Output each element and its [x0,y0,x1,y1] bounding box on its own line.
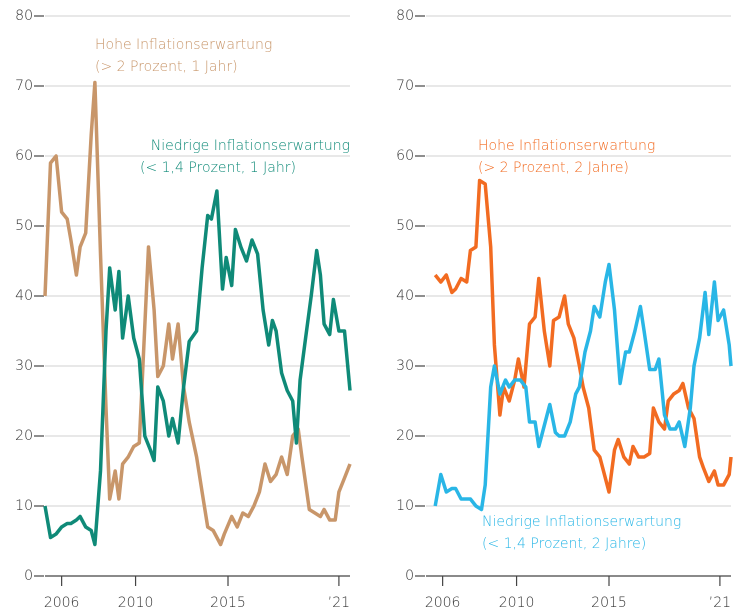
annotation: (< 1,4 Prozent, 2 Jahre) [482,536,646,552]
y-tick-label: 80 [15,8,33,24]
series-line [433,178,733,494]
y-tick-label: 20 [396,428,414,444]
y-tick-label: 80 [396,8,414,24]
y-tick-label: 60 [15,148,33,164]
y-tick-label: 0 [405,568,414,584]
x-tick-label: ’21 [709,595,731,611]
x-tick-label: 2015 [210,595,246,611]
y-tick-label: 50 [15,218,33,234]
y-tick-label: 40 [15,288,33,304]
y-tick-label: 10 [15,498,33,514]
y-tick-label: 20 [15,428,33,444]
y-tick-label: 30 [15,358,33,374]
x-tick-label: 2010 [118,595,154,611]
annotation: (> 2 Prozent, 1 Jahr) [95,59,238,75]
y-tick-label: 30 [396,358,414,374]
x-tick-label: 2010 [499,595,535,611]
x-tick-label: 2006 [425,595,461,611]
annotation: Hohe Inflationserwartung [478,138,655,154]
series-line [43,189,352,547]
x-tick-label: 2006 [44,595,80,611]
y-tick-label: 10 [396,498,414,514]
y-tick-label: 50 [396,218,414,234]
y-tick-label: 60 [396,148,414,164]
annotation: Niedrige Inflationserwartung [151,138,350,154]
annotation: (< 1,4 Prozent, 1 Jahr) [140,160,296,176]
annotation: Hohe Inflationserwartung [95,37,272,53]
annotation: Niedrige Inflationserwartung [482,514,681,530]
series-line [43,80,352,547]
series-line [433,262,733,512]
y-tick-label: 0 [24,568,33,584]
x-tick-label: ’21 [328,595,350,611]
y-tick-label: 70 [396,78,414,94]
x-tick-label: 2015 [591,595,627,611]
annotation: (> 2 Prozent, 2 Jahre) [478,160,629,176]
y-tick-label: 70 [15,78,33,94]
y-tick-label: 40 [396,288,414,304]
